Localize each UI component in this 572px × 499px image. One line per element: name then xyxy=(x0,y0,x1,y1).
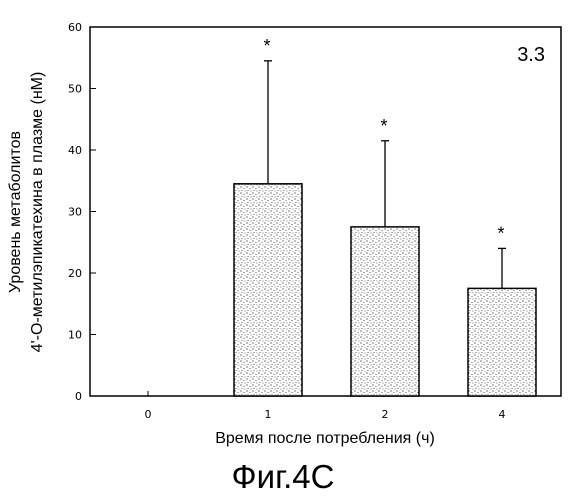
y-tick-label: 10 xyxy=(68,329,82,342)
y-tick-label: 40 xyxy=(68,144,82,157)
x-tick-label: 2 xyxy=(382,408,389,421)
bar xyxy=(468,288,536,396)
y-tick-label: 0 xyxy=(75,390,82,403)
significance-star: * xyxy=(497,223,504,243)
x-axis-title: Время после потребления (ч) xyxy=(215,430,435,447)
y-tick-label: 20 xyxy=(68,267,82,280)
x-tick-label: 1 xyxy=(265,408,272,421)
bar xyxy=(234,184,302,396)
y-tick-label: 60 xyxy=(68,21,82,34)
panel-label: 3.3 xyxy=(517,44,545,66)
bar xyxy=(351,227,419,396)
figure-caption: Фиг.4С xyxy=(232,458,335,495)
x-tick-label: 0 xyxy=(145,408,152,421)
significance-star: * xyxy=(263,36,270,56)
x-tick-label: 4 xyxy=(499,408,506,421)
y-axis-title-line1: Уровень метаболитов xyxy=(7,131,24,293)
y-tick-label: 50 xyxy=(68,83,82,96)
y-tick-label: 30 xyxy=(68,206,82,219)
significance-star: * xyxy=(380,116,387,136)
y-axis-ticks: 0 10 20 30 40 50 60 xyxy=(68,21,96,403)
y-axis-title-line2: 4'-О-метилэпикатехина в плазме (нМ) xyxy=(29,72,46,353)
